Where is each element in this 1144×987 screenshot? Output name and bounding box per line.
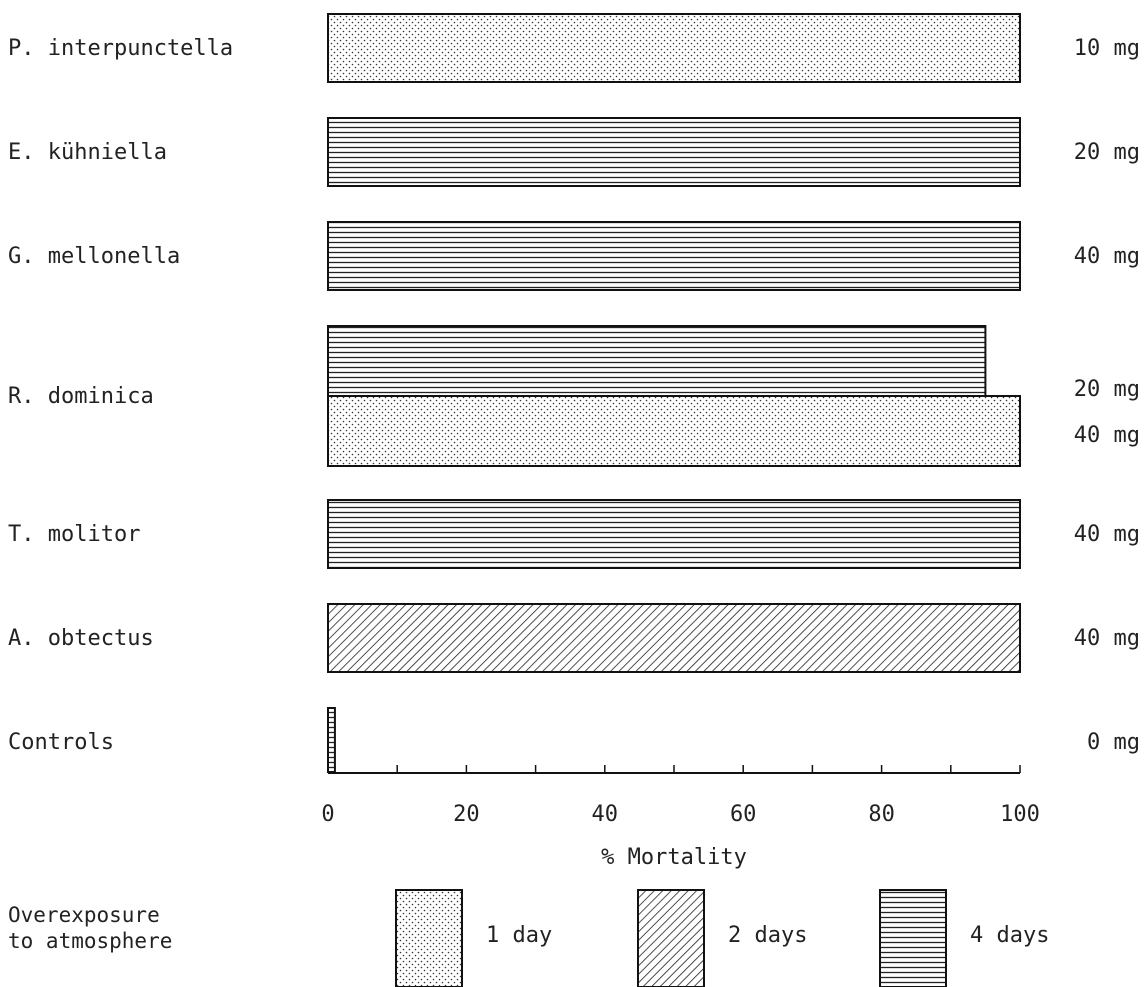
x-tick-label-20: 20: [453, 802, 480, 827]
bar-p-interpunctella-1: [327, 13, 1021, 83]
x-tick-label-0: 0: [321, 802, 334, 827]
dose-label-p-interpunctella-1: 10 mg: [1074, 36, 1140, 61]
category-label-t-molitor: T. molitor: [8, 522, 140, 547]
x-axis-label: % Mortality: [601, 845, 747, 870]
legend-swatch-2-days: [637, 889, 705, 987]
legend-label-2-days: 2 days: [728, 923, 807, 948]
legend-swatch-1-day: [395, 889, 463, 987]
bar-a-obtectus-1: [327, 603, 1021, 673]
dose-label-t-molitor-1: 40 mg: [1074, 522, 1140, 547]
legend-title-line-1: Overexposure: [8, 903, 160, 927]
bar-t-molitor-1: [327, 499, 1021, 569]
bars-layer: P. interpunctella 10 mg E. kühniella 20 mg G…: [8, 13, 1140, 773]
category-label-e-k-hniella: E. kühniella: [8, 140, 167, 165]
bar-r-dominica-1: [327, 325, 987, 397]
legend-title-line-2: to atmosphere: [8, 929, 172, 953]
legend-label-1-day: 1 day: [486, 923, 552, 948]
bar-r-dominica-2: [327, 395, 1021, 467]
x-axis: 0 20 40 60 80 100: [321, 765, 1040, 827]
x-tick-label-80: 80: [868, 802, 895, 827]
category-label-a-obtectus: A. obtectus: [8, 626, 154, 651]
x-tick-label-40: 40: [592, 802, 619, 827]
dose-label-a-obtectus-1: 40 mg: [1074, 626, 1140, 651]
bar-controls-1: [327, 707, 336, 773]
dose-label-controls-1: 0 mg: [1087, 730, 1140, 755]
dose-label-r-dominica-2: 40 mg: [1074, 423, 1140, 448]
dose-label-e-k-hniella-1: 20 mg: [1074, 140, 1140, 165]
category-label-p-interpunctella: P. interpunctella: [8, 36, 233, 61]
bar-e-k-hniella-1: [327, 117, 1021, 187]
legend-swatch-4-days: [879, 889, 947, 987]
x-tick-label-60: 60: [730, 802, 757, 827]
legend: Overexposure to atmosphere 1 day 2 days 4 …: [8, 889, 1049, 987]
category-label-g-mellonella: G. mellonella: [8, 244, 180, 269]
x-tick-label-100: 100: [1000, 802, 1040, 827]
bar-g-mellonella-1: [327, 221, 1021, 291]
legend-label-4-days: 4 days: [970, 923, 1049, 948]
dose-label-g-mellonella-1: 40 mg: [1074, 244, 1140, 269]
category-label-controls: Controls: [8, 730, 114, 755]
category-label-r-dominica: R. dominica: [8, 384, 154, 409]
dose-label-r-dominica-1: 20 mg: [1074, 377, 1140, 402]
